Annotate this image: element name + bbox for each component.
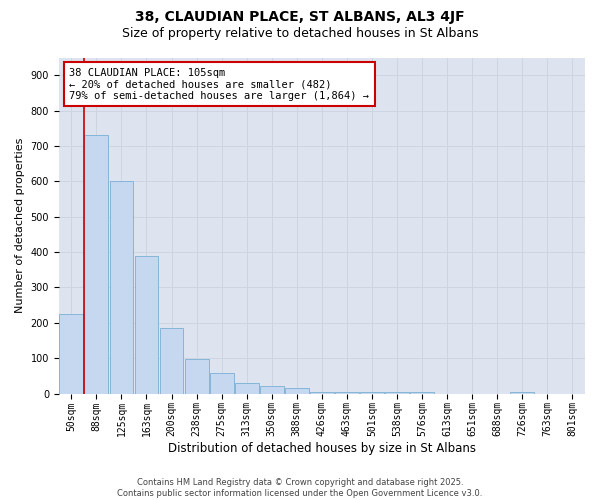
Bar [185, 359, 209, 394]
Bar [134, 256, 158, 394]
Bar [210, 373, 233, 394]
Bar [410, 392, 434, 394]
Bar [385, 392, 409, 394]
X-axis label: Distribution of detached houses by size in St Albans: Distribution of detached houses by size … [168, 442, 476, 455]
Text: Size of property relative to detached houses in St Albans: Size of property relative to detached ho… [122, 28, 478, 40]
Bar [335, 392, 359, 394]
Text: Contains HM Land Registry data © Crown copyright and database right 2025.
Contai: Contains HM Land Registry data © Crown c… [118, 478, 482, 498]
Bar [160, 328, 184, 394]
Bar [85, 136, 108, 394]
Text: 38, CLAUDIAN PLACE, ST ALBANS, AL3 4JF: 38, CLAUDIAN PLACE, ST ALBANS, AL3 4JF [135, 10, 465, 24]
Bar [110, 182, 133, 394]
Bar [360, 392, 384, 394]
Bar [260, 386, 284, 394]
Bar [511, 392, 534, 394]
Bar [310, 392, 334, 394]
Y-axis label: Number of detached properties: Number of detached properties [15, 138, 25, 313]
Bar [285, 388, 309, 394]
Text: 38 CLAUDIAN PLACE: 105sqm
← 20% of detached houses are smaller (482)
79% of semi: 38 CLAUDIAN PLACE: 105sqm ← 20% of detac… [70, 68, 370, 101]
Bar [59, 314, 83, 394]
Bar [235, 383, 259, 394]
